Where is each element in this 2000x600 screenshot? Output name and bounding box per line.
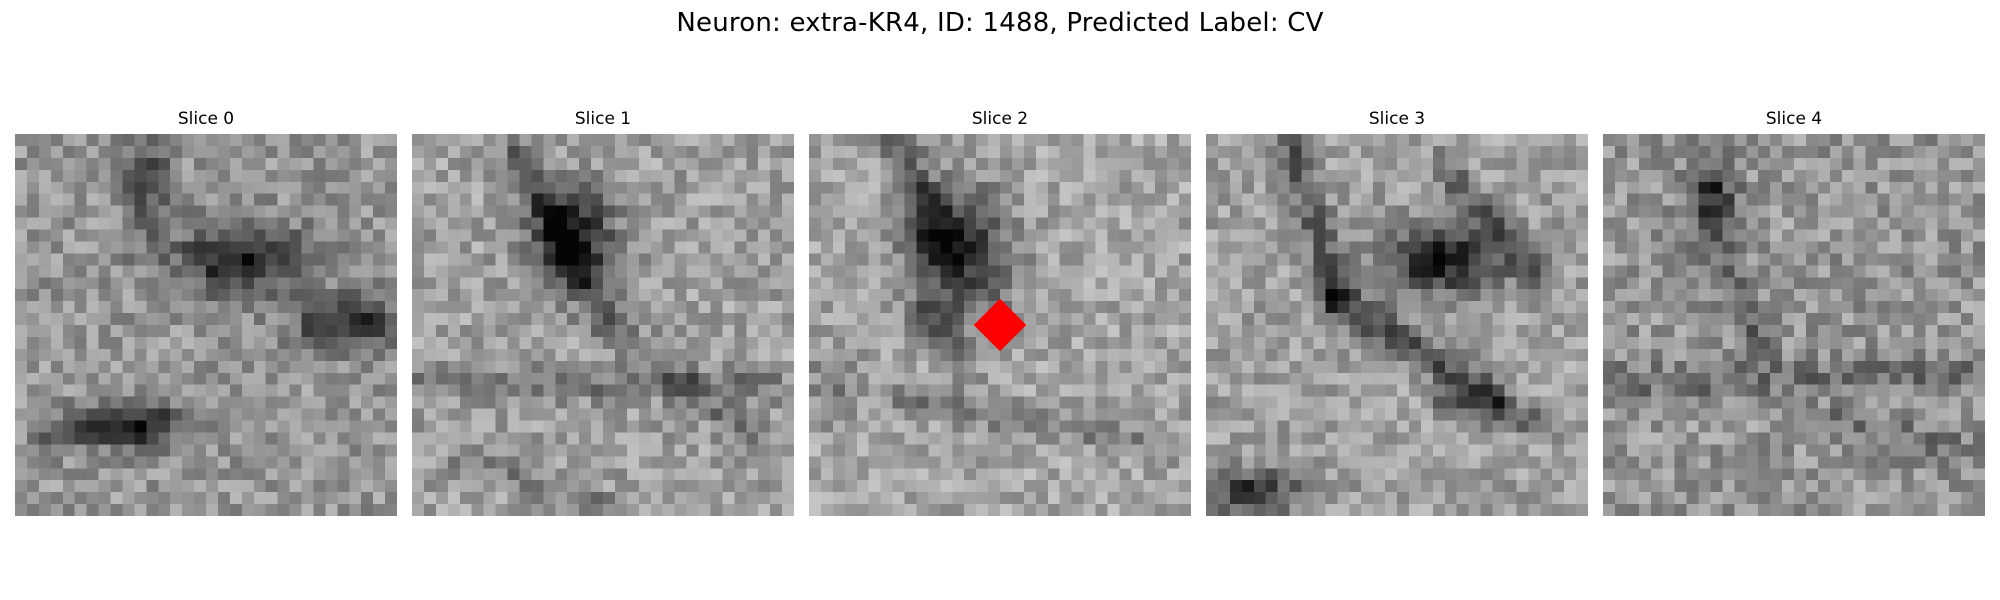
slice-image-1 <box>412 134 794 516</box>
slice-title-3: Slice 3 <box>1368 109 1426 129</box>
slice-image-4 <box>1603 134 1985 516</box>
slice-title-0: Slice 0 <box>177 109 235 129</box>
slice-title-2: Slice 2 <box>971 109 1029 129</box>
slice-title-4: Slice 4 <box>1765 109 1823 129</box>
slice-image-0 <box>15 134 397 516</box>
slice-image-2 <box>809 134 1191 516</box>
slice-image-3 <box>1206 134 1588 516</box>
center-marker <box>973 298 1027 352</box>
slice-title-1: Slice 1 <box>574 109 632 129</box>
figure-title: Neuron: extra-KR4, ID: 1488, Predicted L… <box>676 8 1324 38</box>
